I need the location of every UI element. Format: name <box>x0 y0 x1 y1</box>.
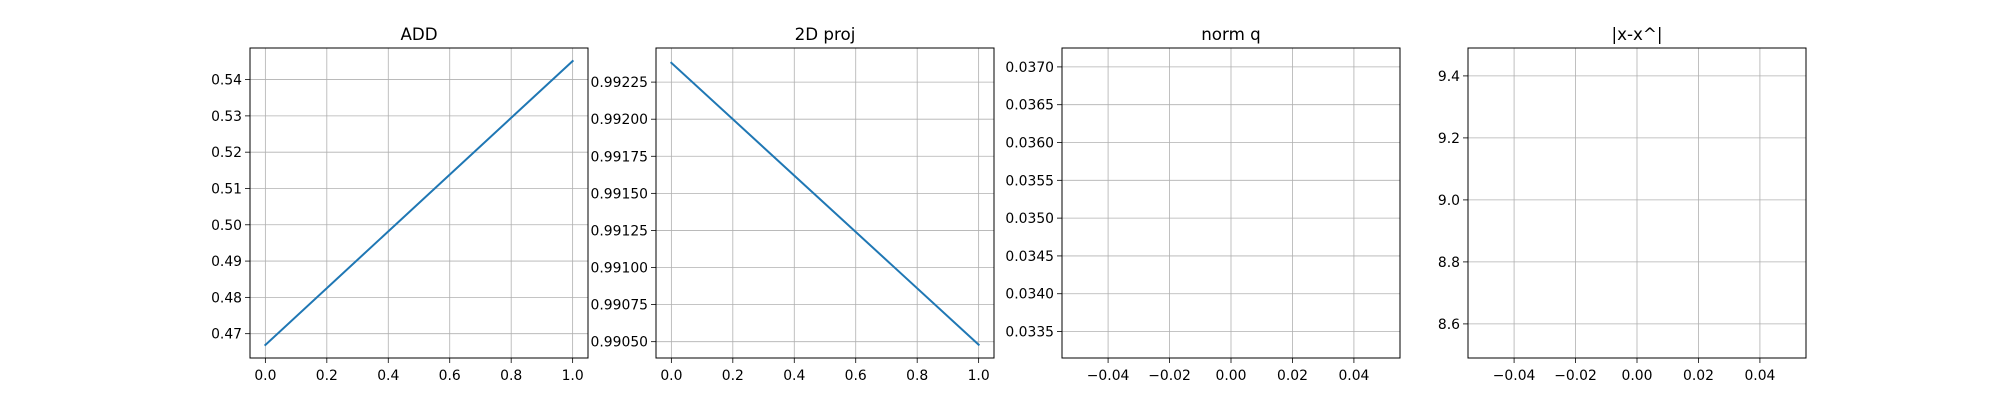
y-tick-label: 0.49 <box>211 254 242 270</box>
y-tick-label: 9.0 <box>1438 193 1460 209</box>
x-tick-label: 0.8 <box>500 368 522 384</box>
y-tick-label: 0.0340 <box>1005 287 1054 303</box>
y-tick-label: 0.99225 <box>591 75 648 91</box>
x-tick-label: 0.04 <box>1744 368 1775 384</box>
x-tick-label: −0.02 <box>1148 368 1191 384</box>
axes-frame <box>1467 47 1807 359</box>
x-tick-label: 0.6 <box>845 368 867 384</box>
x-tick-label: 0.00 <box>1622 368 1653 384</box>
panel-x-error: |x-x^| −0.04 −0.02 0.00 0.02 0.04 8.6 8.8 9.0 9.… <box>1438 24 1807 384</box>
x-tick-label: 0.2 <box>316 368 338 384</box>
y-tick-label: 9.4 <box>1438 69 1460 85</box>
y-tick-label: 0.53 <box>211 109 242 125</box>
y-tick-label: 0.0360 <box>1005 136 1054 152</box>
y-tick-label: 0.99050 <box>591 335 648 351</box>
y-tick-label: 8.8 <box>1438 255 1460 271</box>
y-tick-label: 0.99175 <box>591 149 648 165</box>
x-tick-label: 0.0 <box>660 368 682 384</box>
x-tick-label: −0.04 <box>1087 368 1130 384</box>
panel-title: 2D proj <box>795 24 856 44</box>
series-line <box>263 59 575 347</box>
x-tick-label: 0.04 <box>1338 368 1369 384</box>
x-tick-label: 0.2 <box>722 368 744 384</box>
x-tick-label: −0.04 <box>1493 368 1536 384</box>
y-tick-label: 0.48 <box>211 290 242 306</box>
panel-2d-proj: 2D proj 0.0 0.2 0.4 0.6 0.8 1.0 0.99050 0.99075… <box>591 24 995 384</box>
x-tick-label: 0.02 <box>1277 368 1308 384</box>
panel-title: norm q <box>1201 24 1261 44</box>
x-tick-label: 1.0 <box>968 368 990 384</box>
y-tick-label: 0.47 <box>211 327 242 343</box>
x-tick-label: 0.4 <box>783 368 805 384</box>
y-tick-label: 9.2 <box>1438 131 1460 147</box>
y-tick-label: 0.99150 <box>591 186 648 202</box>
x-tick-label: 0.00 <box>1216 368 1247 384</box>
axes-frame <box>1061 47 1401 359</box>
x-tick-label: 1.0 <box>562 368 584 384</box>
y-tick-label: 0.54 <box>211 73 242 89</box>
y-tick-label: 0.0365 <box>1005 98 1054 114</box>
x-tick-label: 0.6 <box>439 368 461 384</box>
y-tick-label: 0.0350 <box>1005 211 1054 227</box>
grid-group <box>1468 48 1806 358</box>
axes-frame <box>655 47 995 359</box>
axes-frame <box>249 47 589 359</box>
panel-title: |x-x^| <box>1612 24 1663 44</box>
x-tick-label: 0.8 <box>906 368 928 384</box>
panel-add: ADD 0.0 0.2 0.4 0.6 0.8 1.0 0.47 0.48 0.49 0.50 0.… <box>211 24 589 384</box>
x-tick-label: 0.02 <box>1683 368 1714 384</box>
grid-group <box>250 48 588 358</box>
x-tick-label: −0.02 <box>1554 368 1597 384</box>
y-tick-label: 0.99075 <box>591 298 648 314</box>
panel-title: ADD <box>400 24 437 44</box>
grid-group <box>656 48 994 358</box>
y-tick-label: 0.0335 <box>1005 325 1054 341</box>
y-tick-label: 0.0345 <box>1005 249 1054 265</box>
y-tick-label: 0.50 <box>211 218 242 234</box>
x-tick-label: 0.4 <box>377 368 399 384</box>
y-tick-label: 0.0355 <box>1005 173 1054 189</box>
y-tick-label: 0.51 <box>211 181 242 197</box>
y-tick-label: 8.6 <box>1438 317 1460 333</box>
y-tick-label: 0.0370 <box>1005 60 1054 76</box>
y-tick-label: 0.99125 <box>591 223 648 239</box>
grid-group <box>1062 48 1400 358</box>
y-tick-label: 0.99200 <box>591 112 648 128</box>
panel-norm-q: norm q −0.04 −0.02 0.00 0.02 0.04 0.0335 0.034… <box>1005 24 1401 384</box>
y-tick-label: 0.52 <box>211 145 242 161</box>
series-line <box>669 61 981 347</box>
x-tick-label: 0.0 <box>254 368 276 384</box>
y-tick-label: 0.99100 <box>591 261 648 277</box>
